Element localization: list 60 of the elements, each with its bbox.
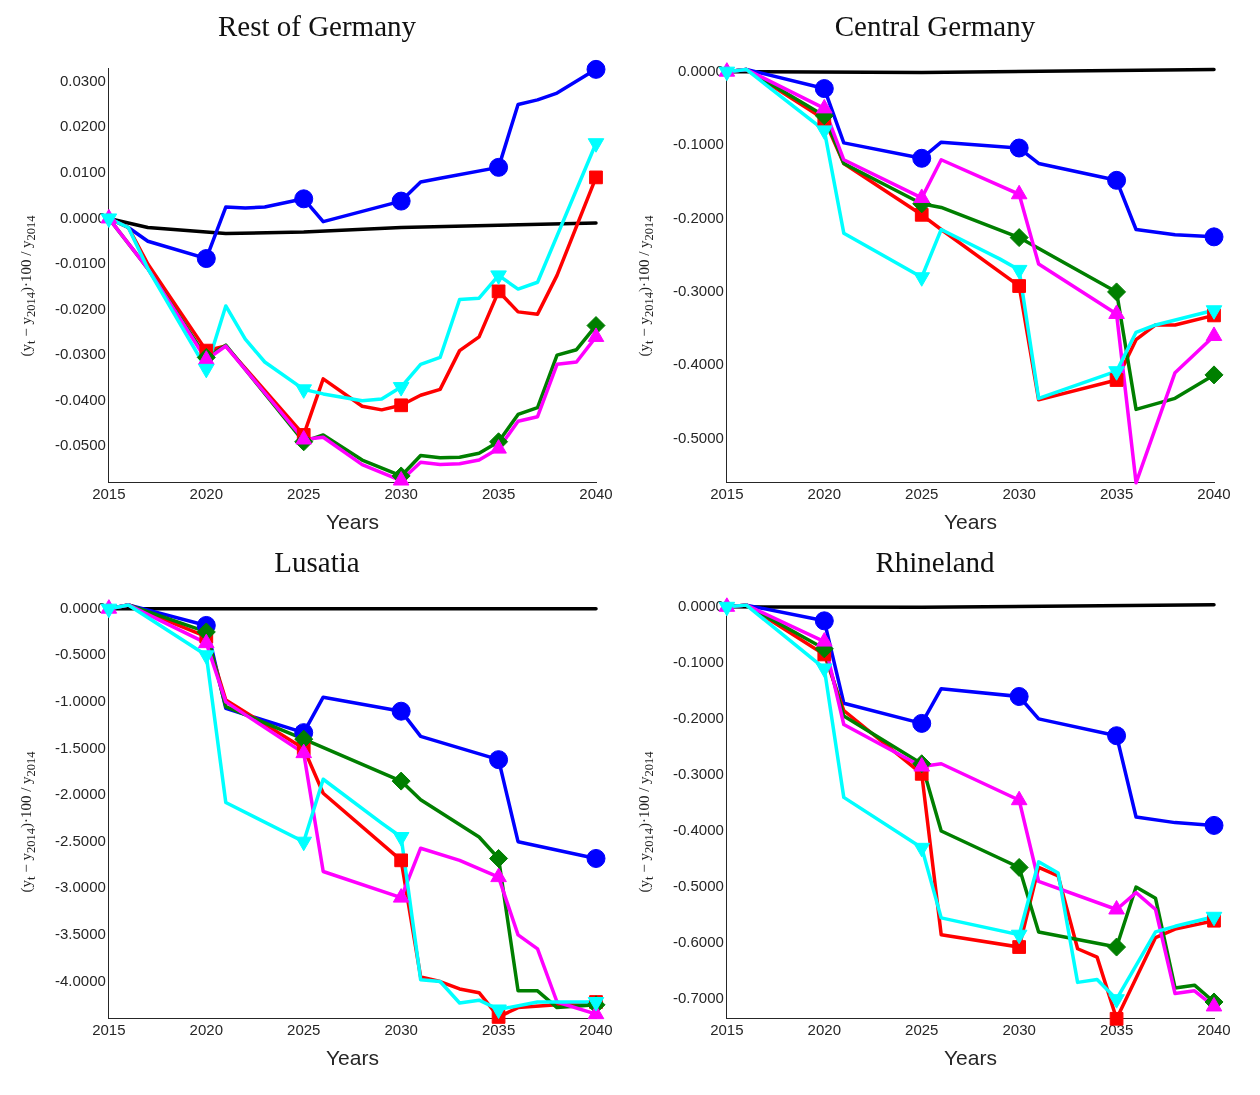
x-tick-label: 2020 [189, 484, 223, 502]
y-tick-label: -2.5000 [55, 831, 106, 849]
x-axis-title: Years [325, 1046, 379, 1070]
x-tick-label: 2040 [579, 1020, 613, 1038]
x-tick-label: 2025 [905, 1020, 939, 1038]
x-tick-label: 2020 [807, 1020, 841, 1038]
y-tick-label: 0.0100 [59, 162, 106, 180]
y-tick-label: -0.1000 [673, 135, 724, 153]
y-tick-label: -4.0000 [55, 971, 106, 989]
x-tick-label: 2030 [1002, 1020, 1036, 1038]
y-tick-label: 0.0300 [59, 71, 106, 89]
chart-title: Central Germany [833, 9, 1037, 44]
x-tick-label: 2015 [710, 1020, 744, 1038]
y-tick-label: -0.6000 [673, 933, 724, 951]
x-tick-label: 2030 [384, 1020, 418, 1038]
y-tick-label: -0.3000 [673, 765, 724, 783]
x-tick-label: 2035 [481, 1020, 516, 1038]
y-tick-label: -1.0000 [55, 692, 106, 710]
y-tick-label: -2.0000 [55, 785, 106, 803]
chart-title: Rest of Germany [216, 9, 418, 44]
y-tick-label: -3.0000 [55, 878, 106, 896]
y-tick-label: -0.2000 [673, 208, 724, 226]
x-tick-label: 2025 [905, 484, 939, 502]
y-tick-label: -0.4000 [673, 355, 724, 373]
x-tick-label: 2025 [287, 484, 321, 502]
x-tick-label: 2030 [1002, 484, 1036, 502]
x-tick-label: 2040 [1197, 484, 1231, 502]
y-tick-label: -0.4000 [673, 821, 724, 839]
x-axis-title: Years [943, 1046, 997, 1070]
y-tick-label: -0.0300 [55, 345, 106, 363]
y-tick-label: -0.0400 [55, 390, 106, 408]
y-tick-label: -0.2000 [673, 709, 724, 727]
y-tick-label: -0.1000 [673, 653, 724, 670]
x-tick-label: 2015 [92, 1020, 126, 1038]
y-tick-label: -0.5000 [55, 645, 106, 663]
x-tick-label: 2035 [481, 484, 516, 502]
y-tick-label: -0.3000 [673, 282, 724, 300]
chart-title: Lusatia [273, 545, 361, 580]
x-tick-label: 2020 [807, 484, 841, 502]
y-tick-label: -0.0100 [55, 254, 106, 272]
x-tick-label: 2040 [579, 484, 613, 502]
x-tick-label: 2040 [1197, 1020, 1231, 1038]
x-tick-label: 2025 [287, 1020, 321, 1038]
x-tick-label: 2030 [384, 484, 418, 502]
y-tick-label: -0.5000 [673, 877, 724, 895]
y-tick-label: -0.5000 [673, 428, 724, 446]
y-tick-label: -3.5000 [55, 925, 106, 943]
y-tick-label: -0.0500 [55, 436, 106, 454]
chart-title: Rhineland [874, 545, 996, 580]
y-tick-label: -0.0200 [55, 299, 106, 317]
x-tick-label: 2035 [1099, 1020, 1134, 1038]
y-tick-label: -0.7000 [673, 989, 724, 1007]
x-axis-title: Years [325, 510, 379, 534]
y-tick-label: -1.5000 [55, 738, 106, 756]
x-tick-label: 2035 [1099, 484, 1134, 502]
x-tick-label: 2015 [710, 484, 744, 502]
x-tick-label: 2015 [92, 484, 126, 502]
x-axis-title: Years [943, 510, 997, 534]
x-tick-label: 2020 [189, 1020, 223, 1038]
y-tick-label: 0.0200 [59, 117, 106, 135]
